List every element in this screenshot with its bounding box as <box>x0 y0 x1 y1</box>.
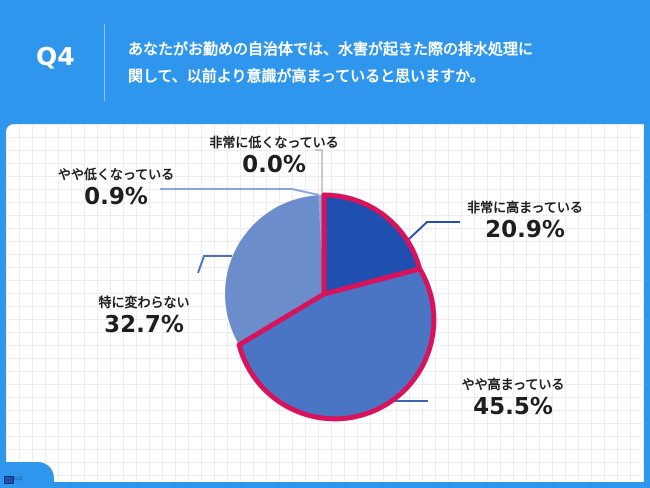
leader-very-high <box>407 221 460 241</box>
logo-text: ロゴ <box>14 476 22 481</box>
label-somewhat-low-category: やや低くなっている <box>57 168 175 183</box>
question-text-line2: 関して、以前より意識が高まっていると思いますか。 <box>128 67 485 85</box>
question-text-line1: あなたがお勤めの自治体では、水害が起きた際の排水処理に <box>128 40 534 58</box>
label-somewhat-high: やや高まっている 45.5% <box>448 374 578 420</box>
label-very-high-value: 20.9% <box>485 217 565 243</box>
footer-logo-tab <box>0 462 54 488</box>
leader-somewhat-low <box>160 188 320 196</box>
logo-icon <box>4 476 14 484</box>
header-divider <box>104 24 105 101</box>
question-number: Q4 <box>36 42 75 71</box>
leader-very-low <box>315 149 323 195</box>
label-no-change-category: 特に変わらない <box>98 296 190 311</box>
label-somewhat-high-value: 45.5% <box>473 394 553 420</box>
label-somewhat-high-category: やや高まっている <box>461 378 565 393</box>
label-very-high: 非常に高まっている 20.9% <box>452 197 598 243</box>
label-somewhat-low: やや低くなっている 0.9% <box>30 164 202 210</box>
question-header: Q4 あなたがお勤めの自治体では、水害が起きた際の排水処理に 関して、以前より意… <box>0 0 650 124</box>
slice-somewhat-high <box>236 266 437 422</box>
label-no-change-value: 32.7% <box>104 312 184 338</box>
label-no-change: 特に変わらない 32.7% <box>84 292 204 338</box>
label-somewhat-low-value: 0.9% <box>84 184 148 210</box>
label-very-low-value: 0.0% <box>242 152 306 178</box>
label-very-low: 非常に低くなっている 0.0% <box>186 132 362 178</box>
question-text: あなたがお勤めの自治体では、水害が起きた際の排水処理に 関して、以前より意識が高… <box>128 36 628 90</box>
label-very-high-category: 非常に高まっている <box>467 201 583 216</box>
label-very-low-category: 非常に低くなっている <box>209 136 339 151</box>
leader-no-change <box>197 255 232 274</box>
slice-very-high <box>321 192 423 297</box>
